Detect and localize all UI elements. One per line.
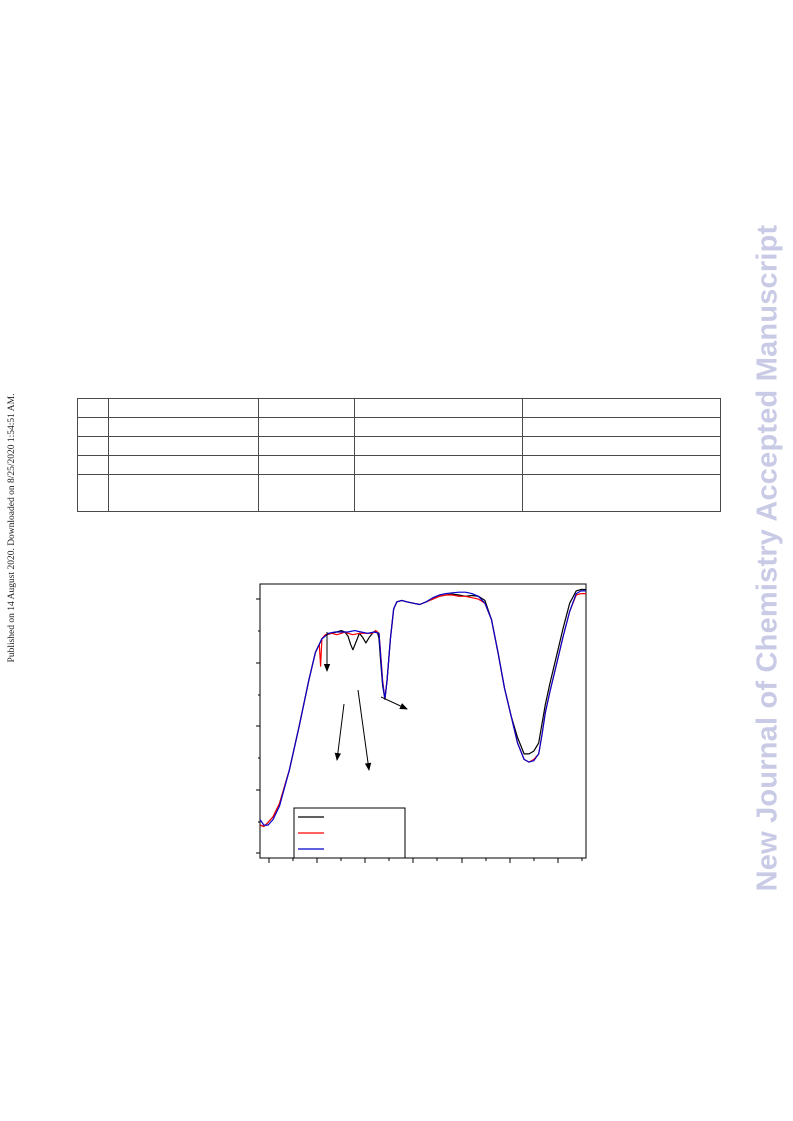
y-axis-ticks (256, 598, 260, 854)
annotation-arrow (357, 689, 372, 771)
table-cell (354, 474, 523, 512)
table-row (77, 455, 721, 475)
table-row (77, 417, 721, 437)
series-line-1 (259, 588, 586, 828)
data-table (77, 398, 721, 512)
table-cell (258, 474, 355, 512)
legend (298, 816, 324, 850)
plot-frame (259, 583, 587, 859)
annotation-arrow (334, 703, 345, 761)
table-cell (522, 474, 721, 512)
series-line-3 (259, 590, 586, 826)
table-row (77, 436, 721, 456)
x-axis-ticks (268, 858, 583, 863)
table-row (77, 474, 721, 512)
series-line-2 (259, 592, 586, 828)
series-layer (259, 588, 586, 828)
annotation-arrow (380, 696, 408, 710)
